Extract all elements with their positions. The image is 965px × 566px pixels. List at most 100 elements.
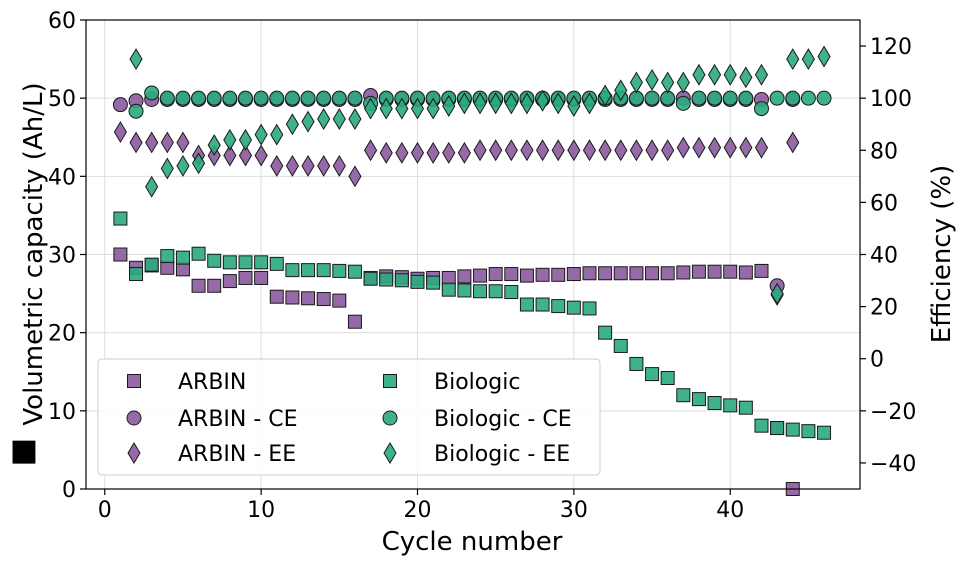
y-tick-label: 30: [48, 244, 76, 269]
arbin-point: [723, 264, 738, 279]
biologic-point: [488, 284, 503, 299]
biologic-ee-point: [754, 63, 769, 86]
arbin-point: [707, 264, 722, 279]
arbin-point: [316, 292, 331, 307]
biologic-ee-point: [207, 134, 221, 157]
biologic-point: [269, 256, 284, 271]
biologic-ee-point: [676, 71, 690, 94]
y2-tick-label: 20: [870, 296, 898, 321]
arbin-point: [332, 293, 347, 308]
arbin-ee-point: [363, 139, 378, 162]
biologic-ee-point: [707, 63, 722, 86]
arbin-ee-point: [317, 154, 331, 177]
biologic-ee-point: [160, 157, 174, 180]
legend-label-arbin-ce: ARBIN - CE: [178, 407, 298, 432]
arbin-ee-point: [754, 136, 769, 159]
x-tick-label: 40: [716, 498, 744, 523]
arbin-ee-point: [254, 144, 268, 167]
biologic-point: [285, 263, 300, 278]
arbin-point: [457, 269, 472, 284]
biologic-ee-point: [473, 92, 487, 115]
legend-label-arbin: ARBIN: [178, 370, 246, 395]
arbin-ee-point: [270, 154, 284, 177]
biologic-point: [394, 273, 409, 288]
biologic-ee-point: [489, 92, 503, 115]
biologic-point: [613, 338, 628, 353]
biologic-point: [332, 263, 347, 278]
arbin-ee-point: [489, 139, 503, 162]
biologic-ce-point: [253, 90, 269, 106]
biologic-ee-point: [504, 92, 518, 115]
y2-axis-title-group: Efficiency (%): [927, 165, 957, 344]
arbin-point: [691, 264, 706, 279]
legend-marker-biologic-ce: [382, 410, 398, 426]
biologic-ce-point: [644, 90, 660, 106]
arbin-ee-point: [348, 165, 362, 188]
arbin-point: [207, 278, 222, 293]
arbin-ee-point: [504, 139, 518, 162]
arbin-ee-point: [535, 139, 550, 162]
biologic-ce-point: [722, 90, 738, 106]
biologic-ce-point: [331, 90, 347, 106]
y-axis-title: Volumetric capacity (Ah/L): [19, 82, 49, 425]
biologic-ce-point: [128, 103, 144, 119]
biologic-ce-point: [769, 90, 785, 106]
biologic-ee-point: [739, 66, 753, 89]
biologic-point: [301, 263, 316, 278]
legend-label-biologic: Biologic: [434, 370, 520, 395]
y2-axis-title: Efficiency (%): [927, 165, 957, 344]
y2-tick-label: −20: [870, 400, 916, 425]
biologic-point: [629, 356, 644, 371]
arbin-ee-point: [113, 121, 127, 144]
biologic-ee-point: [723, 63, 737, 86]
arbin-ee-point: [786, 131, 800, 154]
biologic-point: [754, 418, 769, 433]
biologic-point: [254, 255, 269, 270]
biologic-point: [144, 257, 159, 272]
arbin-ee-point: [223, 144, 237, 167]
arbin-point: [613, 266, 628, 281]
biologic-point: [582, 301, 597, 316]
biologic-ce-point: [206, 90, 222, 106]
y-tick-label: 0: [62, 478, 76, 503]
biologic-ee-point: [645, 68, 659, 91]
arbin-ee-point: [645, 139, 659, 162]
biologic-ce-point: [159, 90, 175, 106]
arbin-point: [676, 265, 691, 280]
biologic-ee-point: [317, 108, 331, 130]
y-tick-label: 20: [48, 322, 76, 347]
arbin-ee-point: [598, 139, 612, 162]
biologic-ce-point: [237, 90, 253, 106]
biologic-ee-point: [535, 89, 550, 112]
biologic-ce-point: [738, 90, 754, 106]
arbin-point: [738, 265, 753, 280]
biologic-ee-point: [332, 108, 346, 130]
biologic-point: [175, 250, 190, 265]
biologic-point: [598, 325, 613, 340]
legend-box: [97, 358, 601, 476]
arbin-point: [488, 267, 503, 282]
biologic-point: [316, 263, 331, 278]
biologic-ee-point: [614, 79, 628, 102]
y-axis-title-group: Volumetric capacity (Ah/L): [19, 82, 49, 425]
arbin-point: [285, 290, 300, 305]
biologic-ee-point: [238, 128, 253, 151]
arbin-ee-point: [629, 139, 643, 162]
legend-marker-arbin-ee: [127, 442, 141, 464]
biologic-ee-point: [363, 97, 378, 120]
arbin-point: [551, 267, 566, 282]
arbin-point: [160, 260, 175, 275]
arbin-point: [519, 268, 534, 283]
arbin-point: [629, 266, 644, 281]
arbin-ee-point: [285, 154, 299, 177]
biologic-point: [519, 297, 534, 312]
arbin-point: [598, 266, 613, 281]
arbin-point: [566, 267, 581, 282]
biologic-point: [535, 297, 550, 312]
legend-label-arbin-ee: ARBIN - EE: [178, 442, 296, 467]
biologic-ee-point: [176, 154, 190, 177]
y2-tick-label: −40: [870, 452, 916, 477]
biologic-point: [551, 299, 566, 314]
legend-marker-arbin-ce: [126, 410, 142, 426]
